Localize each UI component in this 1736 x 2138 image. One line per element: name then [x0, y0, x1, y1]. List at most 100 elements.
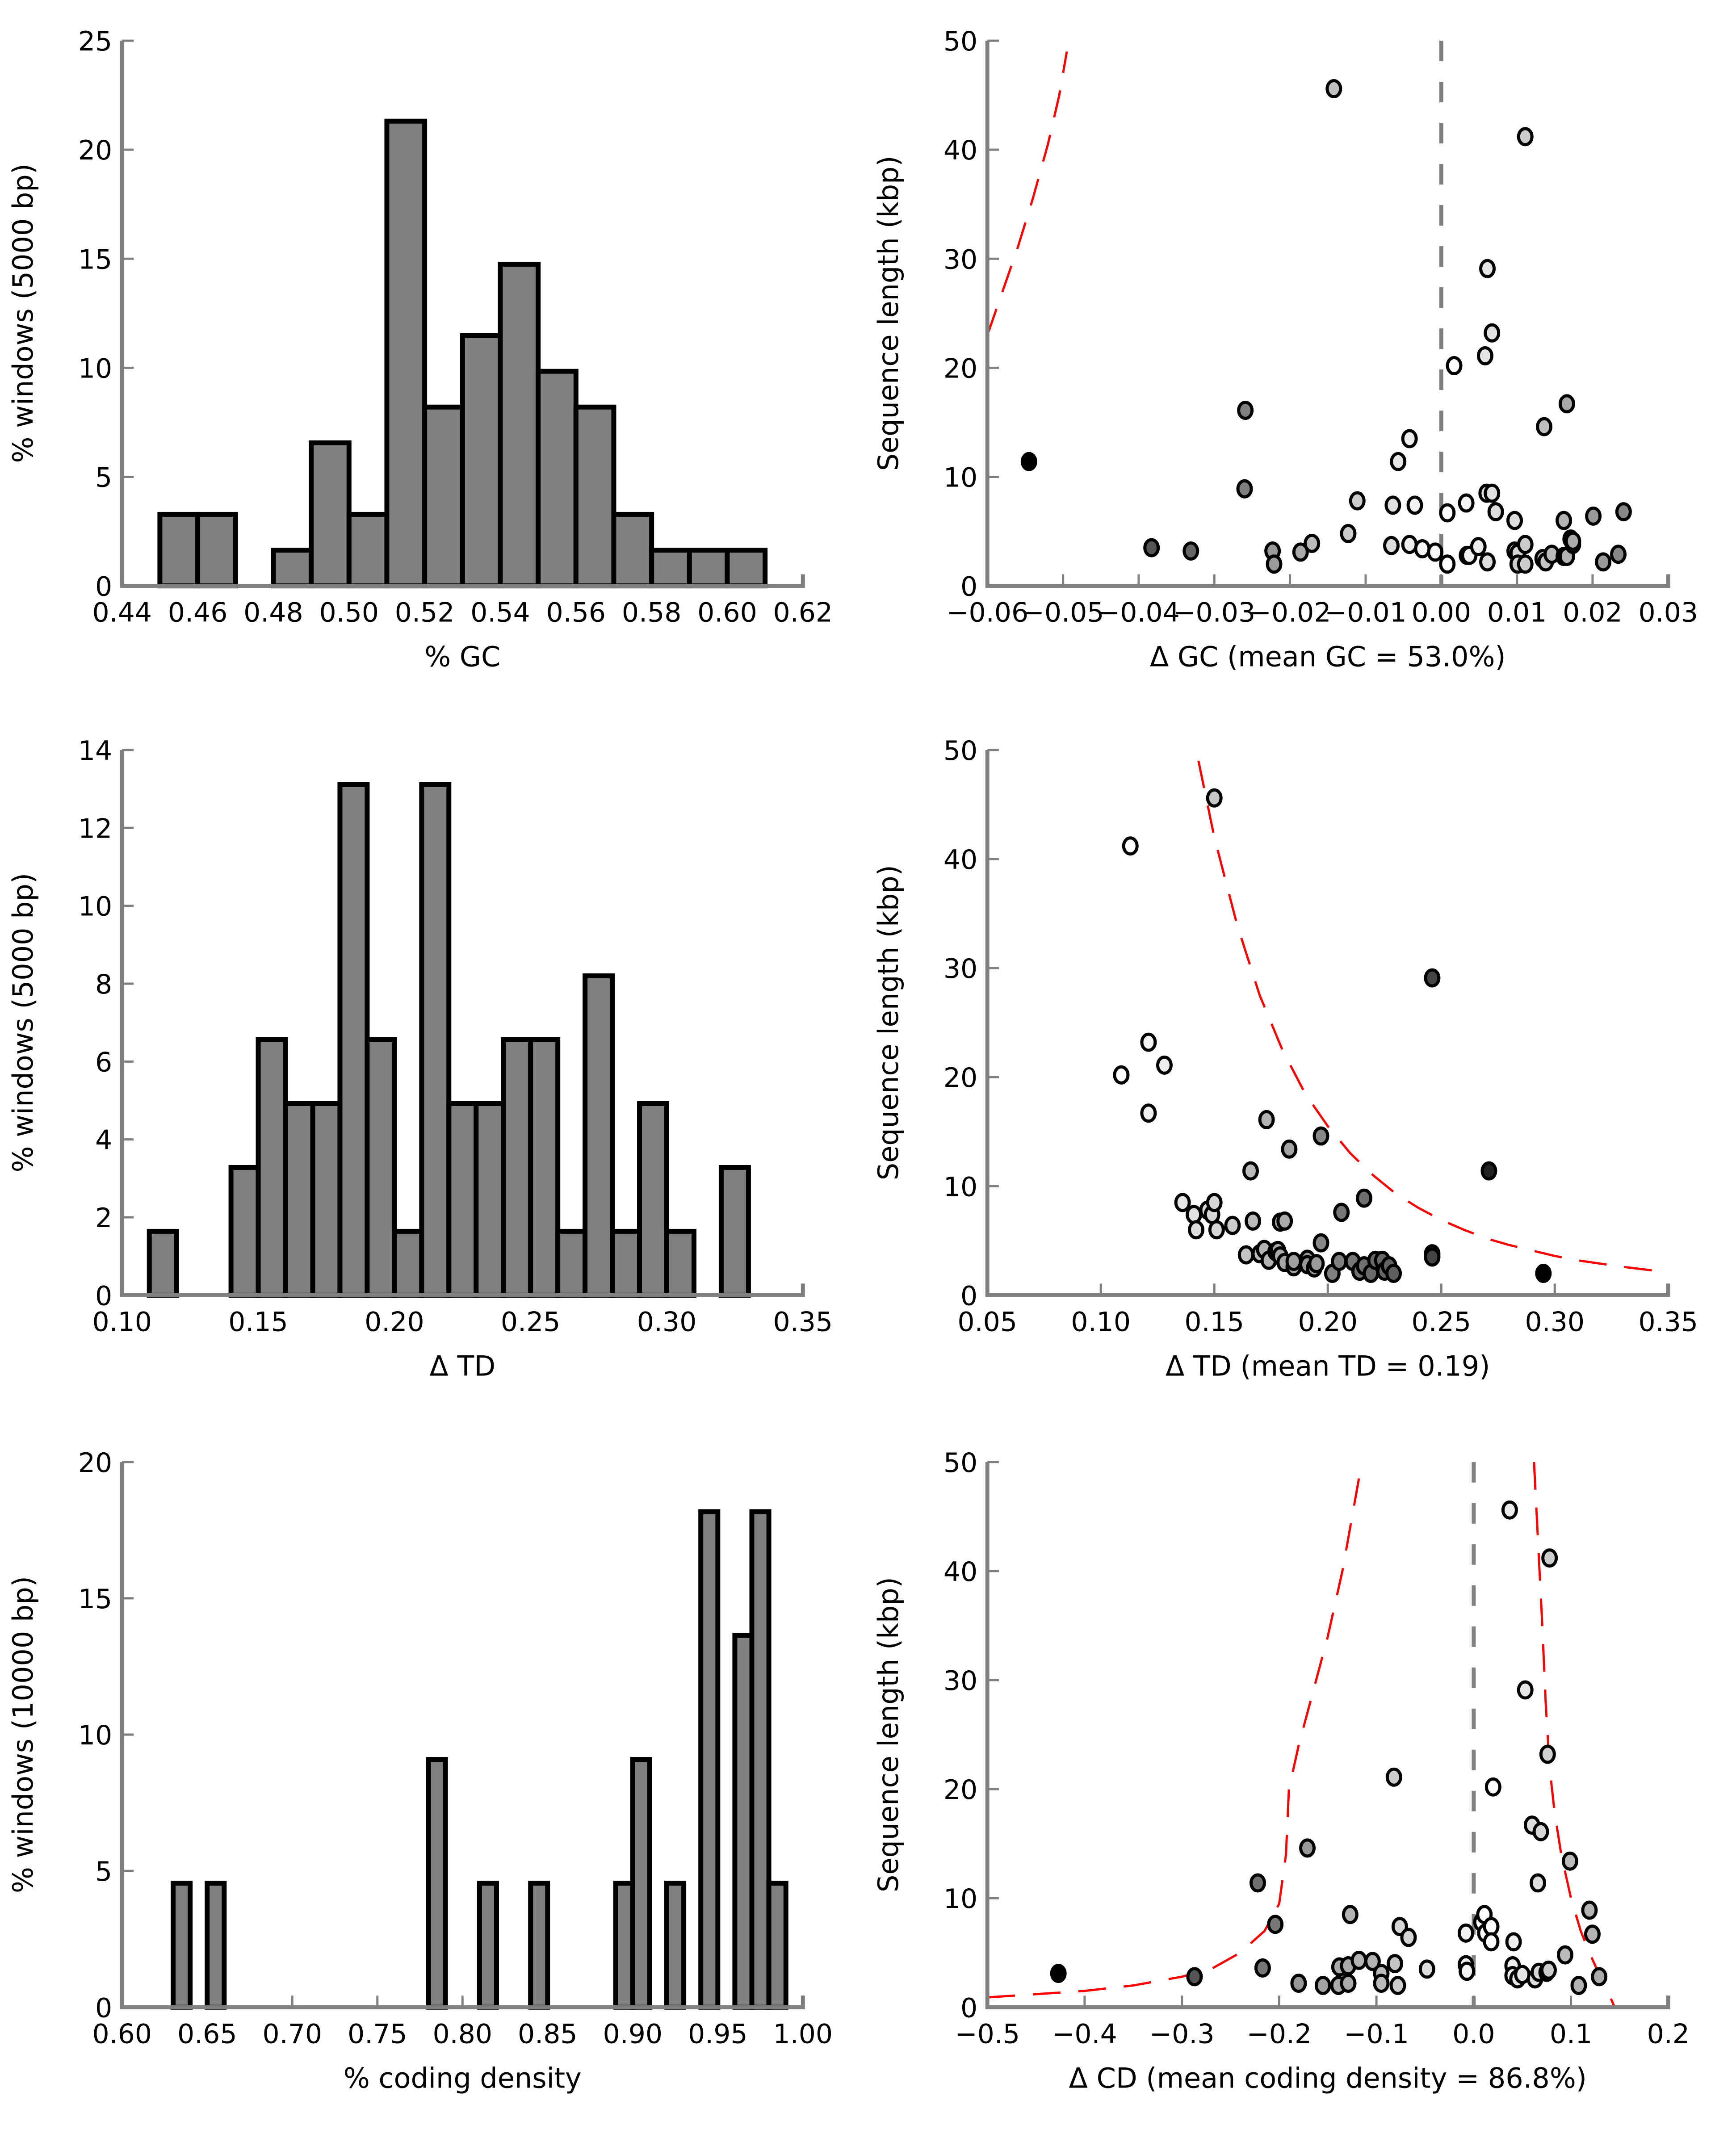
y-tick-label: 10	[943, 1171, 977, 1203]
scatter-point	[1564, 531, 1581, 551]
scatter-point	[1561, 1851, 1578, 1871]
scatter-point	[1390, 452, 1407, 471]
scatter-point	[1304, 533, 1321, 553]
scatter-point	[1122, 836, 1139, 856]
scatter-point	[1206, 1193, 1223, 1212]
histogram-bar	[310, 1101, 343, 1298]
y-axis-label: Sequence length (kbp)	[872, 155, 905, 471]
y-tick-label: 0	[960, 571, 977, 603]
scatter-point	[1285, 1252, 1302, 1271]
x-tick-label: 0.2	[1647, 2018, 1690, 2050]
scatter-point	[1517, 535, 1534, 554]
y-tick-label: 10	[78, 353, 112, 384]
y-axis-label: Sequence length (kbp)	[872, 865, 905, 1180]
x-tick-label: −0.02	[1249, 597, 1331, 629]
scatter-point	[1484, 1777, 1501, 1797]
scatter-point	[1541, 1548, 1558, 1568]
y-tick-label: 6	[95, 1047, 112, 1078]
scatter-point	[1314, 1975, 1331, 1995]
y-tick-label: 20	[78, 135, 112, 166]
histogram-bar	[732, 1633, 755, 2010]
histogram-bar	[498, 261, 541, 589]
histogram-bar	[283, 1101, 315, 1298]
scatter-point	[1373, 1974, 1390, 1993]
x-tick-label: 0.54	[470, 597, 530, 629]
scatter-point	[1584, 1924, 1601, 1944]
y-tick-label: 0	[95, 571, 112, 603]
histogram-bar	[611, 511, 654, 589]
cd-hist-panel: 0.60 0.65 0.70 0.75 0.80 0.85 0.90 0.95 1.00 0 5 10…	[7, 1447, 833, 2094]
x-tick-label: 0.62	[773, 597, 833, 629]
x-tick-label: 0.25	[1411, 1306, 1471, 1337]
histogram-bar	[256, 1037, 288, 1298]
histogram-bar	[384, 118, 428, 589]
histogram-bar	[419, 782, 452, 1298]
histogram-bar	[228, 1165, 261, 1298]
fit-curve-left	[987, 1472, 1361, 1999]
histogram-bar	[536, 369, 579, 589]
histogram-bar	[630, 1757, 652, 2010]
x-tick-label: 0.35	[1638, 1306, 1698, 1337]
histogram-bar	[460, 333, 503, 589]
scatter-point	[1249, 1873, 1266, 1893]
fit-curve-right	[1533, 1462, 1616, 2008]
x-tick-label: −0.03	[1173, 597, 1255, 629]
scatter-point	[1266, 554, 1283, 574]
scatter-point	[1424, 1247, 1441, 1267]
histogram-bar	[664, 1228, 696, 1298]
x-axis-label: % coding density	[344, 2062, 582, 2094]
scatter-point	[1558, 394, 1575, 414]
axis-spine	[985, 41, 1670, 588]
histogram-bar	[474, 1101, 506, 1298]
histogram-bar	[346, 511, 390, 589]
scatter-point	[1312, 1126, 1329, 1146]
scatter-point	[1506, 511, 1523, 530]
scatter-point	[1140, 1103, 1157, 1123]
histogram-bar	[528, 1881, 550, 2010]
histogram-bar	[637, 1101, 669, 1298]
scatter-point	[1186, 1205, 1203, 1224]
x-tick-label: −0.05	[1022, 597, 1104, 629]
x-tick-label: −0.2	[1247, 2018, 1312, 2050]
scatter-point	[1188, 1220, 1205, 1240]
x-tick-label: 0.30	[1525, 1306, 1585, 1337]
scatter-point	[1439, 503, 1456, 523]
x-tick-label: 0.60	[697, 597, 757, 629]
y-tick-label: 0	[95, 1992, 112, 2024]
x-tick-label: 0.46	[168, 597, 228, 629]
axis-spine	[120, 750, 805, 1297]
scatter-point	[1517, 1680, 1534, 1700]
gc-scatter-panel: −0.06−0.05−0.04−0.03−0.02−0.01 0.00 0.01 0.…	[872, 26, 1698, 673]
histogram-bar	[555, 1228, 588, 1298]
scatter-point	[1483, 1917, 1500, 1937]
scatter-point	[1556, 511, 1572, 530]
scatter-point	[1384, 495, 1401, 515]
y-tick-label: 15	[78, 244, 112, 275]
scatter-point	[1540, 1960, 1557, 1980]
scatter-point	[1331, 1252, 1348, 1271]
y-tick-label: 30	[943, 244, 977, 275]
x-axis-label: Δ TD (mean TD = 0.19)	[1166, 1350, 1490, 1382]
scatter-point	[1208, 1220, 1225, 1240]
scatter-point	[1386, 1954, 1403, 1974]
x-tick-label: 0.65	[177, 2018, 237, 2050]
scatter-point	[1484, 323, 1501, 343]
axis-spine	[120, 1462, 805, 2009]
x-tick-label: 0.03	[1638, 597, 1698, 629]
x-tick-label: 0.48	[243, 597, 303, 629]
x-tick-label: −0.01	[1325, 597, 1407, 629]
scatter-point	[1418, 1959, 1435, 1979]
x-tick-label: −0.06	[946, 597, 1028, 629]
scatter-point	[1350, 1950, 1367, 1970]
scatter-point	[1254, 1958, 1271, 1978]
scatter-point	[1615, 502, 1632, 522]
x-tick-label: 0.0	[1452, 2018, 1495, 2050]
y-tick-label: 50	[943, 1447, 977, 1479]
scatter-point	[1532, 1822, 1549, 1841]
x-tick-label: 0.85	[518, 2018, 578, 2050]
scatter-point	[1140, 1032, 1157, 1052]
x-tick-label: 0.70	[262, 2018, 322, 2050]
x-tick-label: −0.4	[1052, 2018, 1117, 2050]
y-tick-label: 5	[95, 462, 112, 493]
